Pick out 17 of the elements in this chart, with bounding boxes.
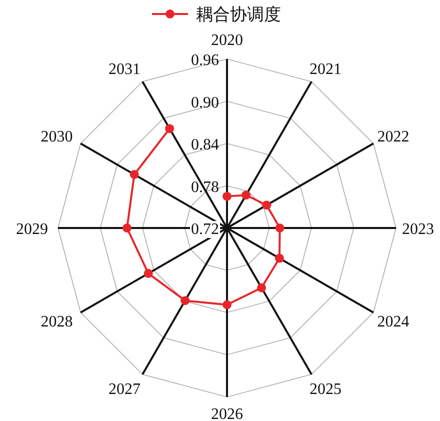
legend-label: 耦合协调度 xyxy=(196,5,281,25)
y-tick-label: 0.96 xyxy=(191,52,219,69)
y-tick-label: 0.72 xyxy=(191,221,219,238)
spoke-label: 2020 xyxy=(211,32,243,49)
spoke-label: 2023 xyxy=(402,221,434,238)
spoke-label: 2024 xyxy=(377,314,410,330)
spoke-label: 2026 xyxy=(211,406,243,421)
y-tick-label: 0.90 xyxy=(191,94,219,112)
spoke-label: 2031 xyxy=(108,60,140,78)
spoke-label: 2021 xyxy=(310,60,342,78)
spoke-label: 2030 xyxy=(40,128,73,146)
spoke-label: 2028 xyxy=(40,314,73,330)
y-tick-label: 0.84 xyxy=(191,136,219,154)
spoke-label: 2025 xyxy=(310,381,342,398)
spoke-label: 2027 xyxy=(108,381,140,398)
spoke-label: 2022 xyxy=(377,128,410,146)
spoke-label: 2029 xyxy=(16,221,48,238)
